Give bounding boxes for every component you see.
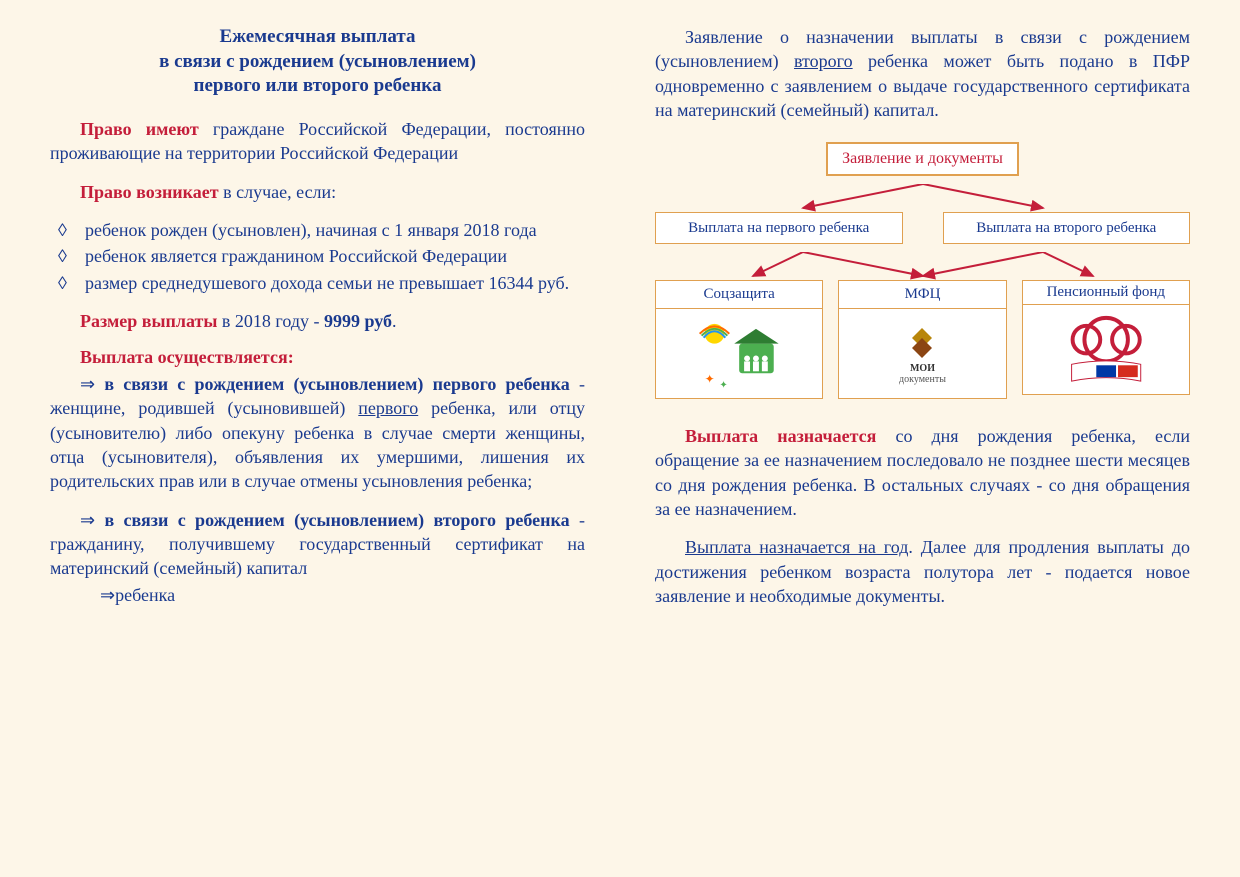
arrows-bottom [673, 252, 1173, 280]
condition-label: Право возникает [80, 182, 219, 202]
app-underline: второго [794, 51, 853, 71]
list-item: ребенок является гражданином Российской … [50, 244, 585, 268]
right-label: Право имеют [80, 119, 199, 139]
flow-leaf-mfc: МФЦ МОИ документы [838, 280, 1006, 399]
arrow-para-2: ⇒ в связи с рождением (усыновлением) вто… [50, 508, 585, 581]
flowchart: Заявление и документы Выплата на первого… [655, 142, 1190, 399]
flow-bottom-row: Соцзащита ✦ ✦ [655, 280, 1190, 399]
flow-mid-row: Выплата на первого ребенка Выплата на вт… [655, 212, 1190, 244]
leaf-label: Пенсионный фонд [1022, 280, 1190, 305]
list-item: размер среднедушевого дохода семьи не пр… [50, 271, 585, 295]
arrow1-underline: первого [358, 398, 418, 418]
amount-mid: в 2018 году - [217, 311, 324, 331]
arrow1-bold: в связи с рождением (усыновлением) перво… [104, 374, 569, 394]
flow-top-box: Заявление и документы [826, 142, 1019, 176]
year-underline: Выплата назначается на год [685, 537, 908, 557]
amount-value: 9999 руб [324, 311, 392, 331]
flow-mid-box-1: Выплата на первого ребенка [655, 212, 903, 244]
para-application: Заявление о назначении выплаты в связи с… [655, 25, 1190, 122]
flow-leaf-soczashita: Соцзащита ✦ ✦ [655, 280, 823, 399]
para-right: Право имеют граждане Российской Федераци… [50, 117, 585, 166]
title-line3: первого или второго ребенка [194, 75, 442, 96]
title-line1: Ежемесячная выплата [220, 26, 416, 47]
payment-head: Выплата осуществляется: [80, 347, 585, 368]
leaf-label: МФЦ [838, 280, 1006, 309]
condition-text: в случае, если: [219, 182, 337, 202]
right-column: Заявление о назначении выплаты в связи с… [655, 25, 1190, 852]
svg-text:✦: ✦ [705, 372, 715, 386]
title-line2: в связи с рождением (усыновлением) [159, 51, 476, 72]
svg-text:✦: ✦ [719, 380, 727, 391]
amount-label: Размер выплаты [80, 311, 217, 331]
condition-list: ребенок рожден (усыновлен), начиная с 1 … [50, 218, 585, 295]
pfr-icon [1022, 305, 1190, 395]
arrows-top [673, 184, 1173, 212]
main-title: Ежемесячная выплата в связи с рождением … [50, 25, 585, 99]
left-column: Ежемесячная выплата в связи с рождением … [50, 25, 585, 852]
para-amount: Размер выплаты в 2018 году - 9999 руб. [80, 309, 585, 333]
para-year: Выплата назначается на год. Далее для пр… [655, 535, 1190, 608]
flow-mid-box-2: Выплата на второго ребенка [943, 212, 1191, 244]
mfc-icon: МОИ документы [838, 309, 1006, 399]
arrow3-text: ребенка [115, 585, 175, 605]
para-assigned: Выплата назначается со дня рождения ребе… [655, 424, 1190, 521]
arrow2-bold: в связи с рождением (усыновлением) второ… [104, 510, 569, 530]
para-condition: Право возникает в случае, если: [80, 180, 585, 204]
soczashita-icon: ✦ ✦ [655, 309, 823, 399]
mfc-text2: документы [899, 374, 946, 385]
leaf-label: Соцзащита [655, 280, 823, 309]
arrow-para-3: ⇒ребенка [50, 583, 585, 607]
assigned-label: Выплата назначается [685, 426, 876, 446]
mfc-text1: МОИ [910, 363, 935, 374]
flow-leaf-pfr: Пенсионный фонд [1022, 280, 1190, 399]
arrow-para-1: ⇒ в связи с рождением (усыновлением) пер… [50, 372, 585, 493]
flow-top-row: Заявление и документы [655, 142, 1190, 176]
list-item: ребенок рожден (усыновлен), начиная с 1 … [50, 218, 585, 242]
